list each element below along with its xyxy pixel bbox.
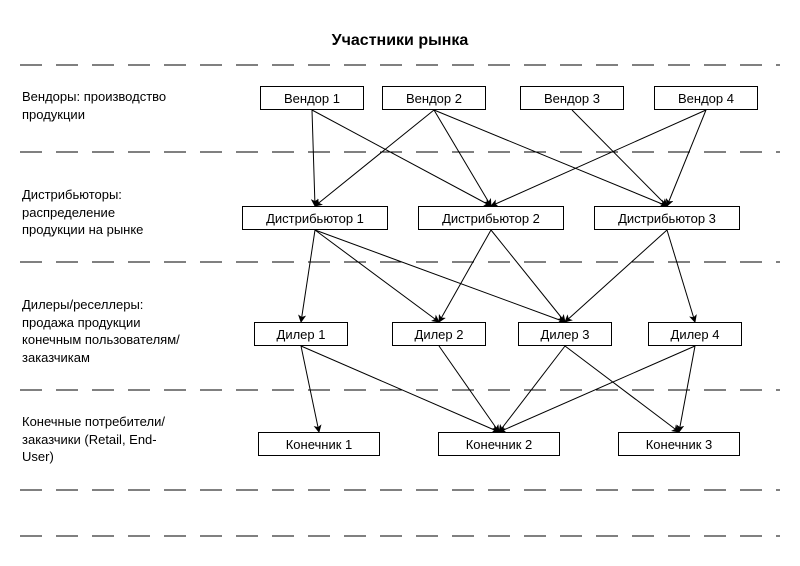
row-label-0: Вендоры: производствопродукции [22,88,222,123]
node-de3: Дилер 3 [518,322,612,346]
node-de2: Дилер 2 [392,322,486,346]
node-v2: Вендор 2 [382,86,486,110]
node-d2: Дистрибьютор 2 [418,206,564,230]
node-de1: Дилер 1 [254,322,348,346]
diagram-edges [0,0,800,566]
row-label-2: Дилеры/реселлеры:продажа продукцииконечн… [22,296,232,366]
node-k1: Конечник 1 [258,432,380,456]
diagram-title: Участники рынка [0,32,800,50]
node-v1: Вендор 1 [260,86,364,110]
node-d3: Дистрибьютор 3 [594,206,740,230]
node-k3: Конечник 3 [618,432,740,456]
node-de4: Дилер 4 [648,322,742,346]
node-v3: Вендор 3 [520,86,624,110]
node-v4: Вендор 4 [654,86,758,110]
row-label-1: Дистрибьюторы:распределениепродукции на … [22,186,222,239]
row-separator-lines [0,0,800,566]
node-k2: Конечник 2 [438,432,560,456]
node-d1: Дистрибьютор 1 [242,206,388,230]
row-label-3: Конечные потребители/заказчики (Retail, … [22,413,232,466]
